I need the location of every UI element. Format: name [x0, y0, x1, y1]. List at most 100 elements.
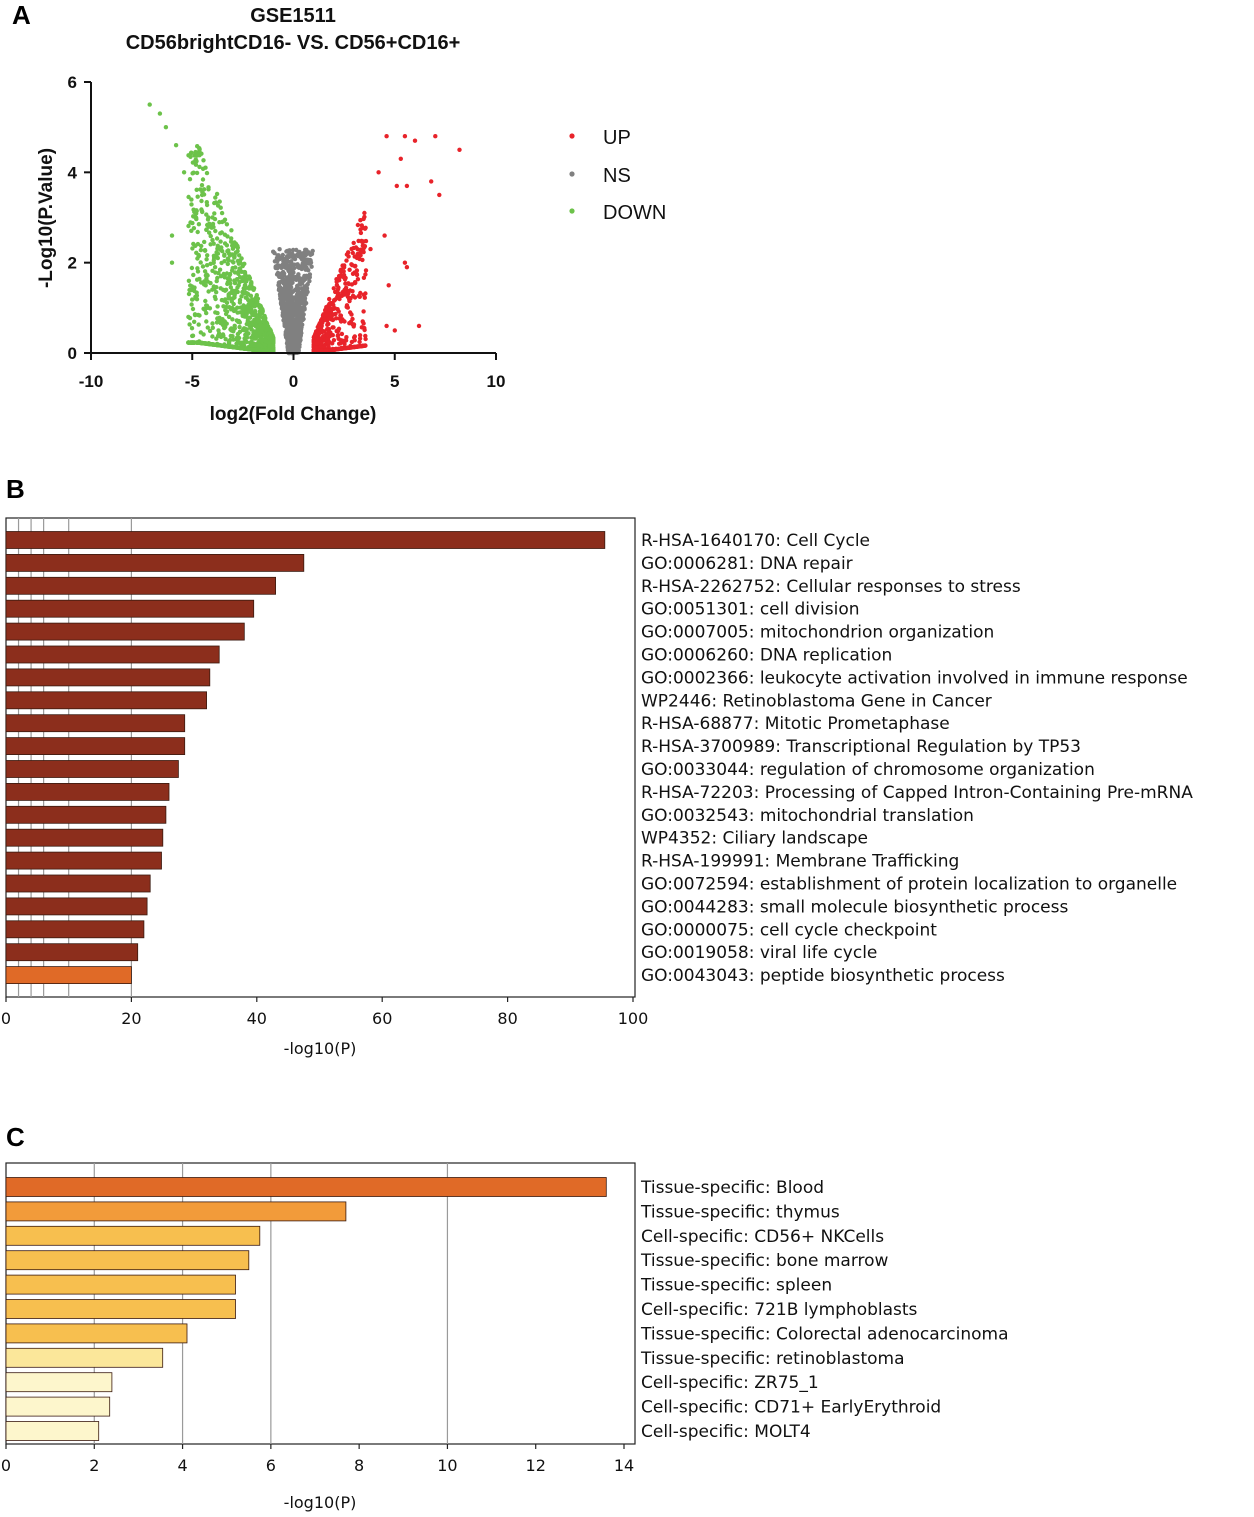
c-term-label: Tissue-specific: retinoblastoma: [640, 1349, 905, 1369]
volcano-point-down: [207, 328, 213, 334]
volcano-point-ns: [278, 255, 284, 261]
volcano-point-down: [202, 248, 208, 253]
volcano-point-down: [206, 289, 211, 294]
volcano-point-ns: [309, 264, 314, 269]
b-term-label: GO:0072594: establishment of protein loc…: [641, 875, 1177, 895]
volcano-point-down: [204, 310, 209, 316]
volcano-point-down: [249, 347, 255, 352]
volcano-point-down: [237, 275, 243, 280]
volcano-point-down: [198, 247, 204, 253]
volcano-point-up: [319, 348, 324, 353]
volcano-point-ns: [277, 287, 282, 292]
volcano-point-down: [206, 215, 211, 220]
b-term-labels: R-HSA-1640170: Cell Cycle GO:0006281: DNA…: [641, 531, 1193, 986]
volcano-point-down: [191, 170, 196, 175]
volcano-point-up: [331, 325, 336, 330]
volcano-point-ns: [302, 298, 307, 304]
volcano-point-up: [326, 340, 331, 345]
volcano-point-up: [362, 245, 367, 250]
volcano-point-up: [355, 247, 360, 252]
volcano-point-down: [225, 234, 230, 239]
volcano-point-up: [347, 321, 352, 326]
volcano-point-down: [196, 322, 201, 327]
volcano-point-down: [157, 111, 163, 116]
volcano-point-up: [354, 268, 360, 273]
volcano-point-up: [356, 344, 361, 349]
volcano-point-down: [163, 125, 169, 130]
c-bar: [5, 1372, 113, 1393]
volcano-point-down: [210, 237, 215, 243]
volcano-point-down: [220, 321, 225, 326]
volcano-point-down: [201, 187, 207, 192]
c-x-tick-label: 8: [354, 1456, 364, 1475]
volcano-point-down: [196, 222, 202, 227]
volcano-point-down: [226, 314, 232, 320]
volcano-point-up: [349, 246, 354, 252]
volcano-point-ns: [285, 291, 290, 296]
volcano-point-down: [238, 345, 244, 351]
c-x-tick-label: 12: [526, 1456, 546, 1475]
volcano-point-down: [258, 311, 263, 317]
volcano-point-down: [194, 293, 200, 298]
volcano-point-down: [190, 160, 196, 165]
volcano-point-down: [202, 239, 207, 245]
volcano-point-down: [223, 343, 228, 349]
volcano-point-up: [404, 183, 410, 189]
volcano-point-down: [218, 247, 223, 252]
volcano-point-ns: [296, 251, 301, 256]
b-bar: [5, 943, 139, 962]
volcano-point-ns: [297, 292, 302, 297]
volcano-point-up: [327, 296, 332, 302]
volcano-point-up: [350, 271, 356, 276]
volcano-point-down: [186, 291, 192, 297]
volcano-point-up: [433, 134, 438, 139]
volcano-point-up: [342, 292, 347, 297]
volcano-point-ns: [279, 279, 285, 284]
volcano-point-down: [207, 230, 212, 235]
volcano-point-ns: [289, 306, 294, 311]
volcano-point-ns: [298, 322, 303, 327]
volcano-point-up: [357, 252, 362, 257]
volcano-point-up: [349, 282, 355, 287]
volcano-point-down: [173, 143, 179, 148]
volcano-point-down: [224, 304, 229, 310]
volcano-point-up: [359, 239, 365, 244]
volcano-point-down: [169, 233, 175, 238]
volcano-point-down: [189, 228, 194, 233]
volcano-point-up: [363, 272, 368, 277]
volcano-point-down: [199, 151, 204, 156]
volcano-point-up: [332, 298, 337, 303]
volcano-point-down: [236, 269, 241, 274]
volcano-point-ns: [290, 295, 296, 301]
volcano-point-down: [237, 324, 242, 330]
volcano-point-down: [191, 272, 196, 278]
volcano-point-down: [224, 222, 230, 227]
volcano-point-down: [230, 317, 235, 322]
volcano-point-down: [203, 165, 208, 170]
volcano-point-ns: [292, 310, 297, 315]
volcano-point-down: [226, 339, 232, 345]
volcano-point-down: [226, 296, 231, 301]
volcano-point-up: [342, 338, 347, 343]
volcano-point-down: [251, 312, 257, 318]
volcano-point-down: [186, 314, 191, 320]
volcano-point-up: [398, 156, 403, 161]
volcano-point-up: [330, 341, 335, 346]
volcano-point-up: [325, 331, 330, 337]
volcano-point-down: [268, 334, 274, 339]
b-term-label: WP2446: Retinoblastoma Gene in Cancer: [641, 691, 992, 711]
volcano-point-ns: [294, 247, 299, 253]
volcano-point-down: [253, 343, 258, 348]
volcano-point-down: [208, 242, 213, 247]
volcano-point-down: [192, 319, 197, 324]
volcano-point-down: [214, 236, 220, 241]
volcano-point-down: [233, 307, 238, 312]
volcano-point-down: [226, 344, 231, 349]
volcano-point-up: [337, 316, 342, 321]
c-term-label: Cell-specific: CD56+ NKCells: [641, 1227, 884, 1247]
volcano-point-down: [194, 216, 199, 222]
volcano-point-up: [336, 285, 341, 290]
b-gridlines: [17, 518, 132, 997]
volcano-point-down: [241, 309, 246, 315]
c-bar: [5, 1177, 607, 1197]
